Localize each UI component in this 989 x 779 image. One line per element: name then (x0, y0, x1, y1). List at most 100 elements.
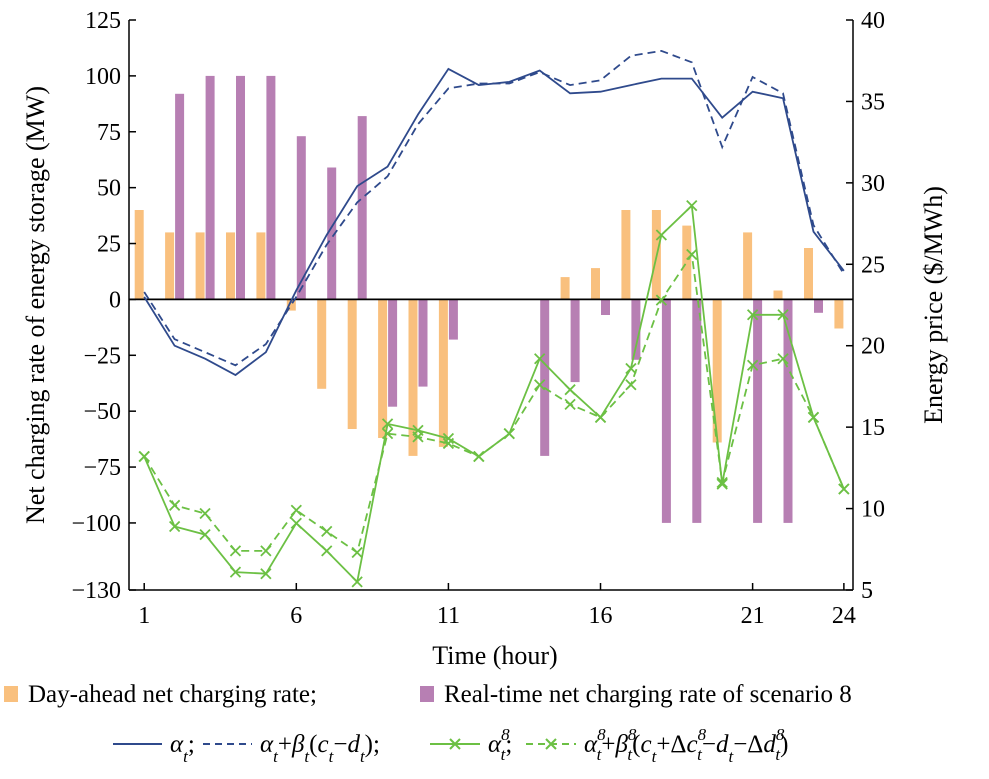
real-time-bar-10 (418, 299, 428, 387)
legend-label-alpha8: α8 t; (488, 725, 512, 764)
real-time-bar-7 (327, 167, 337, 300)
real-time-bar-15 (570, 299, 580, 383)
day-ahead-bar-2 (165, 232, 175, 300)
alpha8-beta8-line-marker-12 (473, 450, 485, 463)
alpha8-beta8-line-marker-22 (777, 353, 789, 365)
real-time-bar-21 (753, 299, 763, 523)
day-ahead-bar-23 (804, 248, 813, 300)
x-tick-label-6: 6 (290, 603, 302, 629)
y-right-tick-label-20: 20 (861, 334, 885, 360)
day-ahead-bar-4 (226, 232, 235, 300)
y-right-tick-label-30: 30 (861, 171, 885, 197)
legend-label-day-ahead: Day-ahead net charging rate; (28, 681, 317, 708)
alpha8-line-marker-7 (321, 545, 333, 557)
alpha8-beta8-line (143, 252, 845, 554)
x-tick-label-24: 24 (832, 603, 856, 629)
y-left-tick-label-125: 125 (85, 8, 121, 34)
real-time-bar-9 (388, 299, 398, 407)
day-ahead-bar-6 (286, 299, 296, 311)
alpha8-line-marker-4 (229, 566, 242, 578)
alpha8-beta8-line-marker-8 (351, 546, 363, 559)
day-ahead-bar-9 (378, 299, 388, 438)
alpha8-line-marker-5 (260, 568, 272, 580)
real-time-bar-22 (783, 299, 793, 523)
x-tick-label-21: 21 (741, 603, 765, 629)
alpha8-line-marker-9 (381, 418, 394, 430)
real-time-bar-2 (175, 93, 185, 300)
real-time-bar-11 (448, 299, 458, 340)
y-left-tick-label--75: −75 (83, 455, 121, 481)
day-ahead-bar-21 (743, 232, 753, 300)
legend-marker-alpha8 (449, 738, 461, 750)
alpha-beta-line (143, 49, 845, 367)
y-left-tick-label--100: −100 (71, 511, 121, 537)
y-axis-right-title: Energy price ($/MWh) (919, 186, 948, 424)
real-time-bar-5 (266, 75, 276, 300)
alpha8-line-marker-17 (625, 362, 637, 375)
y-left-tick-label--25: −25 (83, 343, 121, 369)
alpha8-beta8-line-marker-9 (381, 428, 394, 440)
lines-layer (138, 49, 850, 588)
legend-label-alpha8-beta8: α8 t+β8 t(ct+Δc8 t−dt−Δd8 t) (584, 725, 788, 766)
alpha8-beta8-line-marker-2 (168, 499, 181, 511)
alpha8-beta8-line-marker-19 (686, 248, 698, 261)
day-ahead-bar-8 (347, 299, 357, 429)
x-tick-label-11: 11 (437, 603, 460, 629)
y-left-tick-label-75: 75 (97, 120, 121, 146)
real-time-bar-16 (601, 299, 610, 315)
alpha8-line-marker-14 (534, 353, 546, 365)
alpha8-beta8-line-marker-16 (594, 411, 607, 424)
alpha8-beta8-line-marker-1 (138, 450, 150, 463)
legend-swatch-real-time (420, 686, 434, 702)
alpha8-beta8-line-marker-10 (412, 431, 424, 443)
day-ahead-bar-1 (134, 210, 144, 300)
day-ahead-bar-24 (834, 299, 844, 329)
bars-layer (134, 75, 844, 523)
day-ahead-bar-10 (408, 299, 418, 456)
day-ahead-bar-15 (560, 277, 570, 300)
alpha8-line-marker-15 (564, 384, 576, 396)
alpha8-line-marker-3 (199, 528, 211, 541)
alpha8-beta8-line-marker-24 (838, 483, 850, 495)
day-ahead-bar-16 (591, 268, 600, 300)
alpha8-beta8-line-marker-11 (442, 437, 455, 450)
x-tick-label-16: 16 (589, 603, 613, 629)
real-time-bar-14 (540, 299, 550, 456)
alpha8-beta8-line-marker-6 (290, 504, 302, 516)
alpha8-beta8-line-marker-17 (625, 379, 637, 391)
y-right-tick-label-25: 25 (861, 252, 885, 278)
legend-label-alpha-beta: αt+βt(ct−dt); (260, 731, 380, 766)
alpha8-line (143, 203, 845, 584)
y-left-tick-label--130: −130 (71, 578, 121, 604)
alpha8-beta8-line-marker-20 (716, 476, 728, 489)
alpha8-line-marker-20 (716, 478, 728, 490)
alpha-line (143, 67, 845, 377)
axes-layer (128, 20, 854, 591)
x-tick-label-1: 1 (138, 603, 150, 629)
alpha8-line-marker-6 (290, 517, 302, 529)
y-left-tick-label--50: −50 (83, 399, 121, 425)
alpha8-beta8-line-marker-4 (229, 545, 242, 557)
real-time-bar-19 (692, 299, 702, 523)
real-time-bar-23 (814, 299, 823, 313)
alpha8-beta8-line-marker-18 (655, 294, 667, 306)
y-left-tick-label-100: 100 (85, 64, 121, 90)
day-ahead-bar-5 (256, 232, 266, 300)
legend-label-real-time: Real-time net charging rate of scenario … (444, 681, 852, 708)
day-ahead-bar-17 (621, 210, 631, 300)
y-right-tick-label-10: 10 (861, 497, 885, 523)
legend-swatch-day-ahead (4, 686, 18, 702)
y-right-tick-label-40: 40 (861, 8, 885, 34)
alpha8-line-marker-19 (686, 200, 698, 212)
alpha8-line-marker-8 (351, 576, 363, 588)
day-ahead-bar-20 (712, 299, 722, 443)
real-time-bar-3 (205, 75, 215, 300)
day-ahead-bar-19 (682, 225, 692, 300)
alpha8-line-marker-2 (168, 520, 181, 533)
legend-row-2: αt; αt+βt(ct−dt); α8 t; α8 t+β8 t(ct+Δc8 t−d… (113, 725, 788, 766)
day-ahead-bar-7 (317, 299, 327, 389)
alpha8-beta8-line-marker-5 (260, 545, 272, 557)
alpha8-beta8-line-marker-14 (534, 379, 546, 391)
day-ahead-bar-3 (195, 232, 205, 300)
alpha8-line-marker-21 (746, 309, 759, 321)
